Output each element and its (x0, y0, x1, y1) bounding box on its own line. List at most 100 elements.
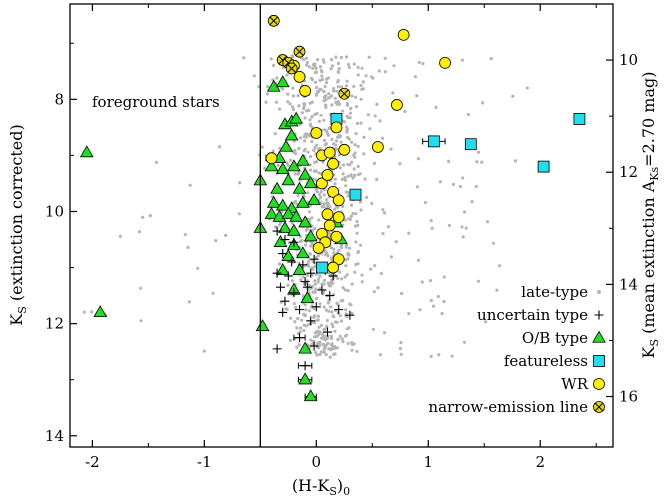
ob-type-marker (592, 330, 606, 343)
series-wr (265, 28, 451, 274)
late-type-dot (330, 322, 334, 326)
late-type-dot (291, 108, 296, 112)
late-type-dot (266, 85, 270, 89)
wr-marker (330, 230, 343, 243)
late-type-dot (329, 272, 333, 277)
ob-type-marker (273, 235, 288, 247)
late-type-dot (291, 105, 295, 109)
late-type-dot (324, 198, 328, 202)
late-type-dot (338, 334, 342, 338)
ob-type-marker (298, 167, 312, 180)
late-type-dot (470, 200, 474, 204)
late-type-dot (330, 64, 335, 68)
late-type-dot (353, 173, 357, 177)
uncertain-type-marker (309, 341, 319, 351)
late-type-dot (311, 66, 315, 70)
late-type-dot (297, 104, 301, 108)
late-type-dot (476, 150, 481, 154)
late-type-dot (423, 201, 427, 205)
late-type-dot (292, 302, 296, 306)
late-type-dot (398, 346, 402, 351)
late-type-dot (302, 323, 306, 327)
late-type-dot (451, 182, 456, 186)
late-type-dot (293, 148, 297, 153)
uncertain-type-marker (280, 235, 290, 245)
wr-marker (299, 85, 312, 97)
narrow-emission-cross (287, 64, 296, 73)
late-type-dot (376, 286, 380, 290)
wr-marker (327, 157, 340, 170)
late-type-dot (370, 201, 374, 206)
late-type-dot (460, 225, 464, 229)
late-type-dot (297, 343, 301, 347)
late-type-dot (322, 305, 326, 309)
late-type-dot (407, 231, 411, 235)
late-type-dot (363, 177, 367, 181)
late-type-dot (312, 315, 316, 320)
late-type-dot (347, 65, 351, 69)
wr-marker (327, 185, 340, 198)
late-type-dot (330, 342, 334, 346)
late-type-dot (337, 135, 341, 139)
late-type-dot (309, 155, 313, 159)
late-type-dot (315, 318, 319, 322)
late-type-dot (310, 273, 314, 277)
legend-label: featureless (504, 352, 588, 370)
late-type-dot (316, 346, 320, 350)
late-type-dot (313, 335, 317, 339)
late-type-dot (324, 353, 328, 357)
late-type-dot (301, 275, 305, 279)
late-type-dot (333, 345, 337, 349)
late-type-dot (327, 96, 331, 100)
late-type-dot (154, 160, 158, 164)
legend-item-square: featureless (504, 352, 605, 370)
late-type-dot (310, 320, 314, 324)
late-type-dot (335, 346, 339, 350)
late-type-dot (316, 280, 320, 284)
late-type-dot (307, 309, 311, 313)
wr-marker (321, 208, 334, 221)
ob-type-marker (264, 159, 279, 172)
late-type-dot (344, 84, 349, 88)
late-type-dot (322, 90, 326, 94)
late-type-dot (379, 271, 383, 276)
late-type-dot (314, 255, 318, 259)
late-type-dot (438, 180, 442, 184)
late-type-dot (343, 176, 347, 180)
late-type-dot (310, 115, 314, 119)
late-type-dot (389, 147, 393, 151)
late-type-dot (286, 283, 290, 287)
late-type-dot (324, 105, 328, 109)
late-type-dot (186, 245, 190, 249)
late-type-dot (286, 100, 290, 104)
y2-tick-label: 16 (619, 388, 638, 406)
featureless-marker (427, 135, 440, 148)
late-type-dot (354, 105, 359, 109)
late-type-dot (447, 159, 451, 163)
late-type-dot (322, 327, 326, 332)
late-type-dot (476, 279, 481, 283)
narrow-emission-cross (269, 16, 278, 26)
late-type-dot (321, 58, 325, 62)
late-type-dot (313, 331, 318, 335)
late-type-dot (347, 326, 351, 330)
late-type-dot (300, 318, 304, 322)
late-type-dot (356, 223, 360, 227)
late-type-dot (326, 301, 330, 305)
late-type-dot (330, 58, 334, 62)
late-type-dot (307, 65, 311, 69)
late-type-dot (278, 107, 282, 111)
late-type-dot (310, 242, 314, 246)
late-type-dot (302, 102, 306, 106)
late-type-dot (420, 280, 424, 284)
late-type-dot (334, 147, 338, 151)
late-type-dot (434, 105, 438, 109)
series-o-b-type (79, 75, 348, 402)
late-type-dot (337, 67, 341, 71)
wr-marker (397, 28, 410, 41)
late-type-dot (336, 338, 340, 342)
late-type-dot (305, 63, 309, 67)
late-type-dot (314, 80, 318, 84)
wr-marker (265, 152, 278, 165)
